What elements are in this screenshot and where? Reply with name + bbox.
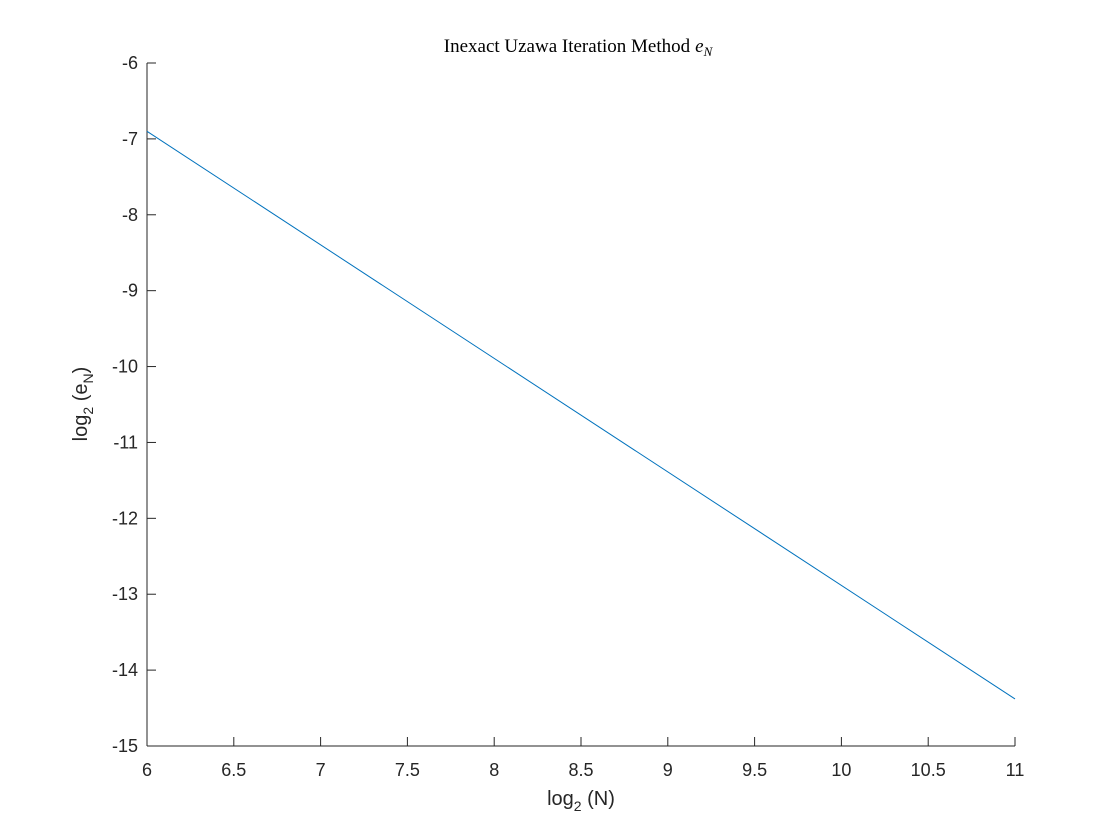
y-axis-label-prefix: log bbox=[70, 415, 92, 442]
y-axis-label-sub: 2 bbox=[80, 407, 96, 415]
y-axis-label-inner-sub: N bbox=[80, 373, 96, 383]
x-tick-label: 7 bbox=[316, 760, 326, 780]
y-tick-label: -8 bbox=[122, 205, 138, 225]
x-tick-label: 11 bbox=[1006, 760, 1025, 780]
plot-area bbox=[147, 63, 1015, 746]
y-tick-label: -9 bbox=[122, 281, 138, 301]
series-layer bbox=[146, 130, 1016, 700]
x-tick-label: 10.5 bbox=[911, 760, 946, 780]
y-tick-label: -12 bbox=[112, 508, 138, 528]
y-tick-label: -10 bbox=[112, 357, 138, 377]
y-axis-ticks: -6 -7 -8 -9 -10 -11 -12 -13 -14 -15 bbox=[112, 53, 156, 756]
y-tick-label: -6 bbox=[122, 53, 138, 73]
y-axis-label-close: ) bbox=[70, 367, 92, 374]
chart-title-math-base: e bbox=[695, 36, 703, 57]
x-tick-label: 7.5 bbox=[395, 760, 420, 780]
y-axis-label-open: (e bbox=[70, 383, 92, 406]
x-tick-label: 9.5 bbox=[742, 760, 767, 780]
y-tick-label: -15 bbox=[112, 736, 138, 756]
y-tick-label: -7 bbox=[122, 129, 138, 149]
chart-title-text: Inexact Uzawa Iteration Method bbox=[444, 36, 691, 57]
x-tick-label: 6.5 bbox=[221, 760, 246, 780]
x-tick-label: 8.5 bbox=[568, 760, 593, 780]
x-axis-ticks: 6 6.5 7 7.5 8 8.5 9 9.5 10 10.5 11 bbox=[142, 737, 1024, 780]
series-line-1 bbox=[146, 130, 1016, 700]
chart-title-math-sub: N bbox=[703, 44, 714, 59]
x-axis-label: log2 (N) bbox=[547, 788, 615, 814]
x-tick-label: 10 bbox=[831, 760, 851, 780]
x-tick-label: 8 bbox=[489, 760, 499, 780]
chart-title: Inexact Uzawa Iteration Method eN bbox=[444, 36, 714, 59]
x-axis-label-sub: 2 bbox=[574, 798, 582, 814]
y-tick-label: -13 bbox=[112, 584, 138, 604]
x-axis-label-prefix: log bbox=[547, 788, 574, 810]
y-tick-label: -11 bbox=[113, 432, 138, 452]
y-tick-label: -14 bbox=[112, 660, 138, 680]
y-axis-label: log2 (eN) bbox=[70, 367, 96, 442]
x-tick-label: 9 bbox=[663, 760, 673, 780]
x-axis-label-suffix: (N) bbox=[582, 788, 615, 810]
x-tick-label: 6 bbox=[142, 760, 152, 780]
